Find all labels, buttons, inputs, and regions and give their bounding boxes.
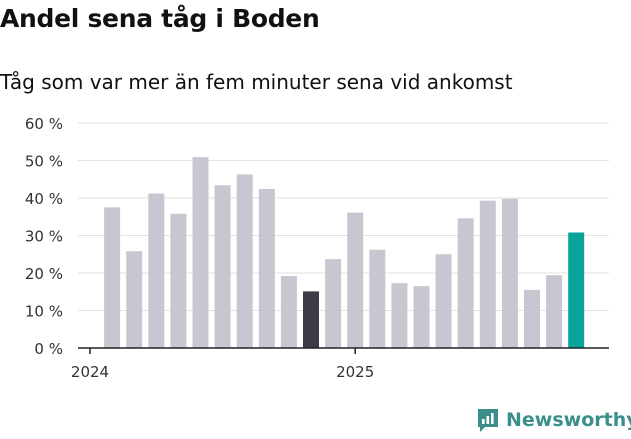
brand-name: Newsworthy xyxy=(506,409,631,431)
bar xyxy=(347,212,364,348)
chart-subtitle: Tåg som var mer än fem minuter sena vid … xyxy=(0,70,513,94)
bar-chart: 0 % 10 % 20 % 30 % 40 % 50 % 60 % 2024 2025 xyxy=(25,115,609,381)
bar xyxy=(104,207,121,348)
bar xyxy=(303,291,319,348)
brand-logo: Newsworthy xyxy=(476,407,631,433)
bar xyxy=(325,259,342,348)
y-tick-label: 30 % xyxy=(25,228,63,246)
bar xyxy=(258,189,275,348)
bar xyxy=(236,174,253,348)
y-tick-label: 10 % xyxy=(25,303,63,321)
bar xyxy=(546,275,563,348)
y-tick-label: 50 % xyxy=(25,153,63,171)
bar xyxy=(280,276,297,348)
bar xyxy=(391,283,408,348)
bar xyxy=(501,198,518,348)
bar xyxy=(524,289,540,348)
x-tick-label: 2025 xyxy=(336,363,374,381)
bar xyxy=(148,193,165,348)
bar xyxy=(457,218,474,348)
bar xyxy=(192,157,209,348)
bar-chart-logo-icon xyxy=(478,409,498,432)
bar xyxy=(214,185,231,348)
x-tick-label: 2024 xyxy=(71,363,109,381)
bar xyxy=(435,254,452,348)
bar xyxy=(126,251,143,348)
bar xyxy=(479,200,496,348)
bar xyxy=(369,249,386,348)
chart-title: Andel sena tåg i Boden xyxy=(0,4,320,33)
bar xyxy=(568,232,585,348)
y-tick-label: 60 % xyxy=(25,115,63,133)
y-tick-label: 0 % xyxy=(34,340,63,358)
bar xyxy=(413,286,430,348)
y-tick-label: 20 % xyxy=(25,265,63,283)
y-tick-label: 40 % xyxy=(25,190,63,208)
bar xyxy=(170,213,187,348)
